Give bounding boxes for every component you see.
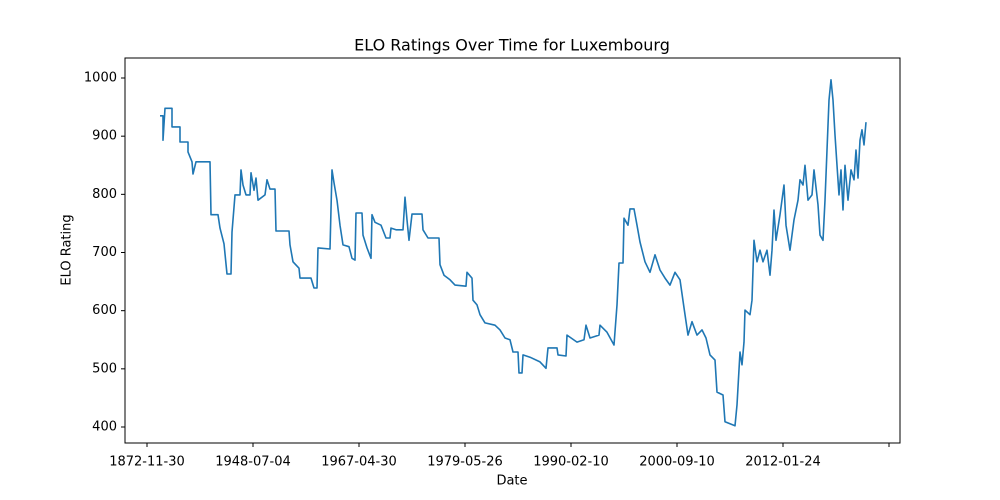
data-line xyxy=(160,79,867,427)
y-tick-label: 1000 xyxy=(84,71,117,86)
x-axis-label: Date xyxy=(496,474,527,489)
x-tick-label: 1979-05-26 xyxy=(427,455,503,470)
y-tick-label: 900 xyxy=(92,129,117,144)
x-tick-label: 1872-11-30 xyxy=(109,455,185,470)
chart-title: ELO Ratings Over Time for Luxembourg xyxy=(354,36,670,55)
x-tick-label: 2000-09-10 xyxy=(639,455,715,470)
axes-frame xyxy=(124,57,901,444)
plot-area: 400 500 600 700 800 900 1000 1872-11-30 1948-07-… xyxy=(84,71,890,470)
x-tick-label: 1967-04-30 xyxy=(321,455,397,470)
y-tick-label: 700 xyxy=(92,245,117,260)
y-tick-label: 600 xyxy=(92,303,117,318)
y-tick-label: 800 xyxy=(92,187,117,202)
y-axis-label: ELO Rating xyxy=(60,214,75,285)
x-tick-label: 1990-02-10 xyxy=(533,455,609,470)
y-tick-label: 400 xyxy=(92,420,117,435)
x-tick-label: 1948-07-04 xyxy=(215,455,291,470)
y-tick-label: 500 xyxy=(92,361,117,376)
x-tick-label: 2012-01-24 xyxy=(745,455,821,470)
